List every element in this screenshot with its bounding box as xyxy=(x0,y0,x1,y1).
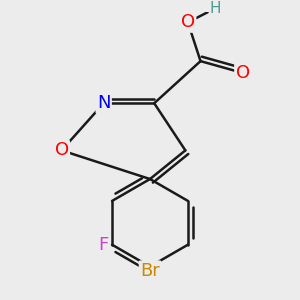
Text: H: H xyxy=(210,1,221,16)
Text: O: O xyxy=(236,64,250,82)
Text: F: F xyxy=(98,236,109,254)
Text: N: N xyxy=(97,94,110,112)
Text: Br: Br xyxy=(140,262,160,280)
Text: O: O xyxy=(181,14,195,32)
Text: O: O xyxy=(55,141,69,159)
